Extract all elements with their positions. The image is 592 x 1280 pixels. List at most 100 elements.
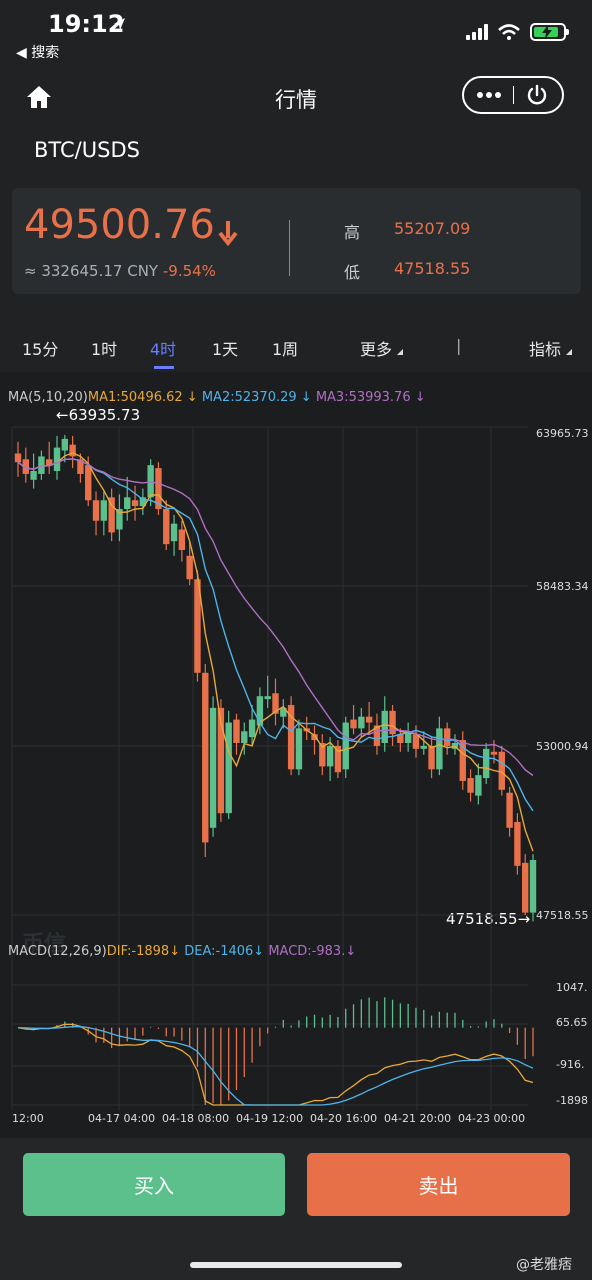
y-tick-label: 58483.34: [536, 580, 589, 593]
candle: [61, 438, 69, 451]
buy-button[interactable]: 买入: [23, 1153, 285, 1216]
candle: [241, 731, 248, 743]
candle: [319, 742, 326, 767]
candle: [397, 734, 404, 743]
ma3-value: MA3:53993.76: [315, 390, 411, 405]
back-to-search-link[interactable]: ◀ 搜索: [16, 45, 60, 61]
ma-legend: MA(5,10,20)MA1:50496.62 ↓ MA2:52370.29 ↓…: [8, 390, 426, 405]
home-icon[interactable]: [24, 82, 54, 112]
x-tick-label: 04-20 16:00: [310, 1112, 378, 1125]
dea-line: [17, 1025, 534, 1106]
nav-bar: 行情: [0, 70, 592, 126]
candle: [436, 728, 443, 770]
status-time: 19:12: [48, 10, 125, 38]
macd-y-tick-label: -916.: [556, 1058, 585, 1071]
macd-y-tick-label: -1898: [556, 1094, 588, 1107]
card-divider: [289, 220, 290, 276]
candle: [155, 468, 162, 510]
tab-1h[interactable]: 1时: [91, 340, 118, 359]
buy-label: 买入: [134, 1174, 174, 1198]
candle: [311, 734, 318, 741]
candle: [194, 579, 201, 673]
power-icon[interactable]: [526, 84, 548, 106]
interval-tabs: 15分 1时 4时 1天 1周 更多 | 指标: [0, 322, 592, 370]
tab-separator: |: [456, 336, 462, 355]
candle: [529, 859, 537, 913]
candle: [420, 745, 427, 749]
candle: [225, 722, 232, 814]
corner-triangle-icon: [566, 349, 573, 355]
candle: [467, 778, 474, 793]
weibo-watermark: @老雅痞: [516, 1257, 572, 1273]
tab-1d[interactable]: 1天: [212, 340, 239, 359]
candle: [521, 862, 529, 913]
candle: [30, 471, 37, 480]
last-price: 49500.76: [24, 202, 215, 248]
candle: [38, 456, 45, 474]
candle: [53, 447, 61, 472]
tab-4h[interactable]: 4时: [150, 340, 177, 359]
wifi-icon: [498, 24, 520, 40]
candle: [77, 459, 84, 474]
battery-icon: [530, 23, 569, 41]
macd-y-tick-label: 1047.: [556, 981, 588, 994]
tab-more-label: 更多: [360, 340, 393, 359]
x-tick-label: 04-17 04:00: [88, 1112, 156, 1125]
system-icons: [466, 20, 569, 44]
kline-chart[interactable]: [0, 372, 592, 1138]
candle: [131, 500, 139, 507]
candle: [490, 751, 498, 755]
candle: [280, 707, 287, 717]
candle: [256, 696, 264, 726]
ma2-line: [17, 458, 534, 812]
signal-icon: [466, 24, 488, 40]
candle: [334, 745, 342, 773]
price-down-arrow-icon: [218, 221, 238, 246]
more-dots-icon[interactable]: [476, 91, 502, 99]
candle: [404, 731, 412, 743]
candle: [22, 459, 30, 474]
candle: [381, 710, 388, 743]
watermark-logo: 币信: [22, 932, 67, 957]
tab-indicators[interactable]: 指标: [529, 336, 573, 360]
macd-y-tick-label: 65.65: [556, 1016, 588, 1029]
candle: [124, 497, 131, 510]
candle: [443, 728, 451, 746]
tab-more[interactable]: 更多: [360, 336, 404, 360]
tab-1w[interactable]: 1周: [272, 340, 299, 359]
high-value: 55207.09: [394, 219, 471, 238]
tab-15m[interactable]: 15分: [22, 340, 59, 359]
y-tick-label: 47518.55: [536, 909, 589, 922]
candle: [342, 722, 349, 770]
candle: [100, 500, 108, 521]
high-label: 高: [344, 223, 361, 242]
dea-value: DEA:-1406: [184, 944, 254, 959]
candle: [459, 740, 466, 782]
ma-legend-label: MA(5,10,20): [8, 390, 88, 405]
candle: [482, 748, 490, 779]
sell-button[interactable]: 卖出: [307, 1153, 570, 1216]
candle: [85, 465, 92, 501]
ma1-value: MA1:50496.62: [87, 390, 183, 405]
candle: [475, 775, 482, 796]
candle: [233, 719, 240, 743]
candle: [139, 497, 147, 507]
ma2-value: MA2:52370.29: [201, 390, 297, 405]
candle: [209, 707, 217, 828]
capsule-divider: [513, 86, 514, 104]
candle: [295, 728, 303, 770]
candle: [178, 529, 186, 550]
candle: [202, 672, 209, 843]
dif-line: [17, 1023, 534, 1106]
candle: [69, 444, 76, 457]
cny-value: ≈ 332645.17 CNY: [24, 262, 159, 280]
candle: [272, 693, 279, 714]
candle: [186, 555, 193, 580]
macd-value: MACD:-983.: [268, 944, 346, 959]
status-bar: 19:12 ◀ 搜索: [0, 0, 592, 70]
x-tick-label: 04-18 08:00: [162, 1112, 230, 1125]
candle: [358, 716, 365, 729]
low-value: 47518.55: [394, 259, 471, 278]
tab-active-indicator: [154, 366, 174, 369]
candle: [248, 719, 256, 738]
